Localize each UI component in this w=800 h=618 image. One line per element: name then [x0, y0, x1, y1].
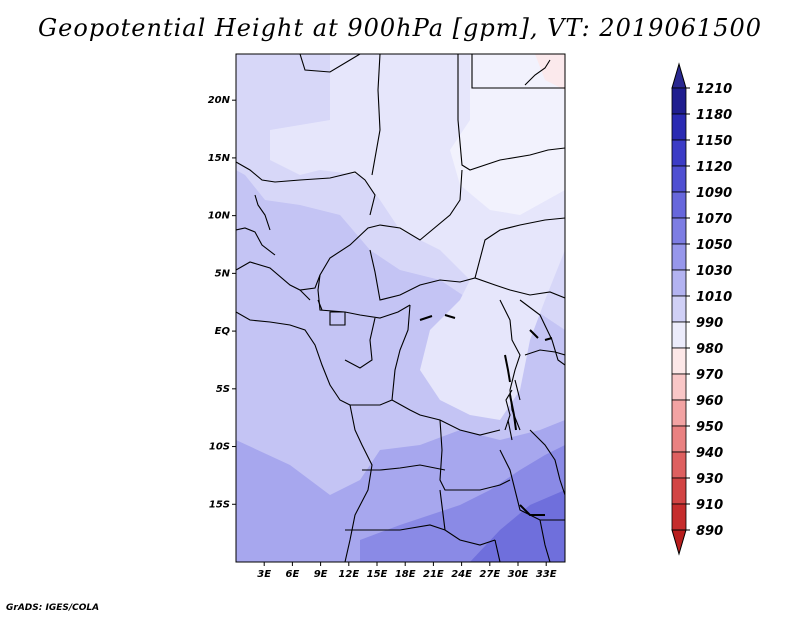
- y-tick-label: 10N: [208, 211, 231, 222]
- colorbar-swatch: [671, 347, 687, 375]
- colorbar-label: 1180: [696, 108, 732, 123]
- colorbar-bottom-cap: [671, 529, 687, 556]
- colorbar-swatch: [671, 217, 687, 245]
- colorbar-swatch: [671, 321, 687, 349]
- colorbar-swatch: [671, 191, 687, 219]
- y-tick-label: 5N: [215, 268, 231, 279]
- country-borders: [236, 54, 565, 562]
- x-tick-label: 21E: [423, 569, 444, 580]
- colorbar-swatch: [671, 113, 687, 141]
- x-tick-label: 24E: [451, 569, 472, 580]
- colorbar-label: 1030: [696, 264, 732, 279]
- colorbar-label: 1090: [696, 186, 732, 201]
- colorbar-label: 940: [696, 446, 723, 461]
- x-tick-label: 33E: [536, 569, 557, 580]
- colorbar-swatch: [671, 269, 687, 297]
- colorbar-label: 960: [696, 394, 723, 409]
- y-tick-label: 20N: [208, 95, 231, 106]
- colorbar-swatch: [671, 139, 687, 167]
- lakes: [419, 314, 553, 516]
- credit-footer: GrADS: IGES/COLA: [6, 603, 100, 613]
- x-tick-label: 6E: [286, 569, 300, 580]
- colorbar-swatch: [671, 425, 687, 453]
- field-1120-plus: [470, 490, 565, 562]
- colorbar-swatch: [671, 243, 687, 271]
- colorbar-swatch: [671, 165, 687, 193]
- colorbar-swatch: [671, 87, 687, 115]
- x-tick-label: 30E: [508, 569, 529, 580]
- height-field: [236, 54, 565, 562]
- colorbar-label: 990: [696, 316, 723, 331]
- colorbar-label: 980: [696, 342, 723, 357]
- x-tick-label: 3E: [257, 569, 271, 580]
- colorbar-label: 1010: [696, 290, 732, 305]
- colorbar: 1210 1180 1150 1120 1090 1070 1050 1030 1010 990 9…: [671, 62, 732, 556]
- field-near-1010: [450, 54, 565, 215]
- colorbar-label: 1210: [696, 82, 732, 97]
- colorbar-label: 930: [696, 472, 723, 487]
- y-tick-label: 15N: [208, 153, 231, 164]
- x-tick-label: 9E: [314, 569, 328, 580]
- y-tick-label: EQ: [215, 326, 231, 337]
- colorbar-label: 890: [696, 524, 723, 539]
- x-axis: 3E 6E 9E 12E 15E 18E 21E 24E 27E 30E 33E: [257, 562, 557, 580]
- colorbar-swatch: [671, 477, 687, 505]
- colorbar-swatch: [671, 503, 687, 531]
- colorbar-label: 970: [696, 368, 723, 383]
- map-title: Geopotential Height at 900hPa [gpm], VT:…: [38, 14, 762, 42]
- x-tick-label: 18E: [395, 569, 416, 580]
- colorbar-label: 1120: [696, 160, 732, 175]
- colorbar-swatch: [671, 373, 687, 401]
- colorbar-label: 1070: [696, 212, 732, 227]
- map-frame: [235, 53, 566, 563]
- colorbar-label: 950: [696, 420, 723, 435]
- y-tick-label: 15S: [209, 499, 230, 510]
- x-tick-label: 15E: [367, 569, 388, 580]
- y-axis: 20N 15N 10N 5N EQ 5S 10S 15S: [208, 95, 236, 510]
- colorbar-label: 1150: [696, 134, 732, 149]
- x-tick-label: 27E: [479, 569, 500, 580]
- x-tick-label: 12E: [338, 569, 359, 580]
- y-tick-label: 10S: [209, 442, 230, 453]
- colorbar-swatch: [671, 295, 687, 323]
- field-990-1010: [535, 54, 565, 90]
- colorbar-label: 910: [696, 498, 723, 513]
- colorbar-swatch: [671, 451, 687, 479]
- colorbar-label: 1050: [696, 238, 732, 253]
- y-tick-label: 5S: [216, 384, 230, 395]
- colorbar-top-cap: [671, 62, 687, 89]
- colorbar-swatch: [671, 399, 687, 427]
